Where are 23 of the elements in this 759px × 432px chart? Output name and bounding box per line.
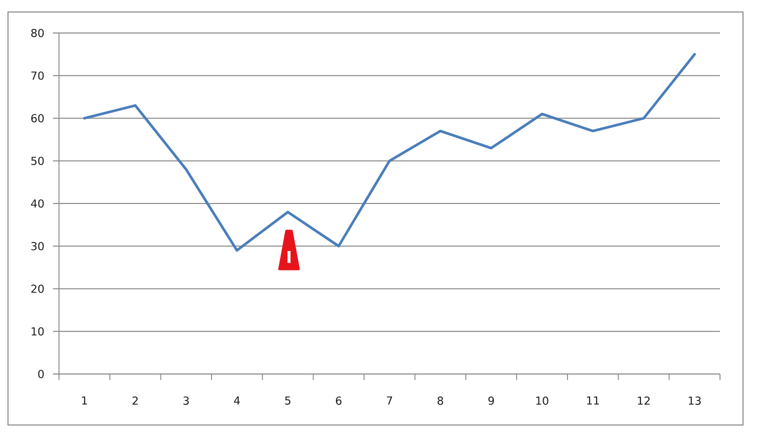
- x-tick-label: 13: [688, 396, 701, 405]
- y-tick-label: 70: [31, 71, 44, 80]
- y-tick-label: 0: [38, 370, 44, 378]
- y-tick-label: 80: [31, 28, 44, 38]
- x-tick-label: 4: [234, 396, 240, 405]
- x-tick-label: 10: [536, 396, 548, 405]
- y-tick-label: 50: [31, 156, 44, 166]
- x-tick-label: 9: [488, 396, 494, 405]
- y-tick-label: 10: [32, 327, 44, 336]
- x-tick-label: 2: [132, 396, 138, 405]
- y-tick-label: 20: [31, 284, 44, 293]
- x-tick-label: 7: [386, 396, 392, 405]
- y-tick-label: 40: [31, 199, 44, 208]
- x-tick-label: 11: [587, 396, 599, 405]
- x-tick-label: 8: [438, 396, 444, 405]
- x-tick-label: 1: [82, 396, 87, 405]
- x-tick-label: 6: [336, 396, 342, 405]
- x-tick-label: 3: [183, 396, 189, 405]
- line-series: [83, 53, 696, 252]
- y-tick-label: 60: [31, 114, 44, 122]
- x-tick-label: 5: [285, 396, 290, 405]
- y-tick-label: 30: [31, 242, 44, 250]
- x-tick-label: 12: [638, 396, 650, 405]
